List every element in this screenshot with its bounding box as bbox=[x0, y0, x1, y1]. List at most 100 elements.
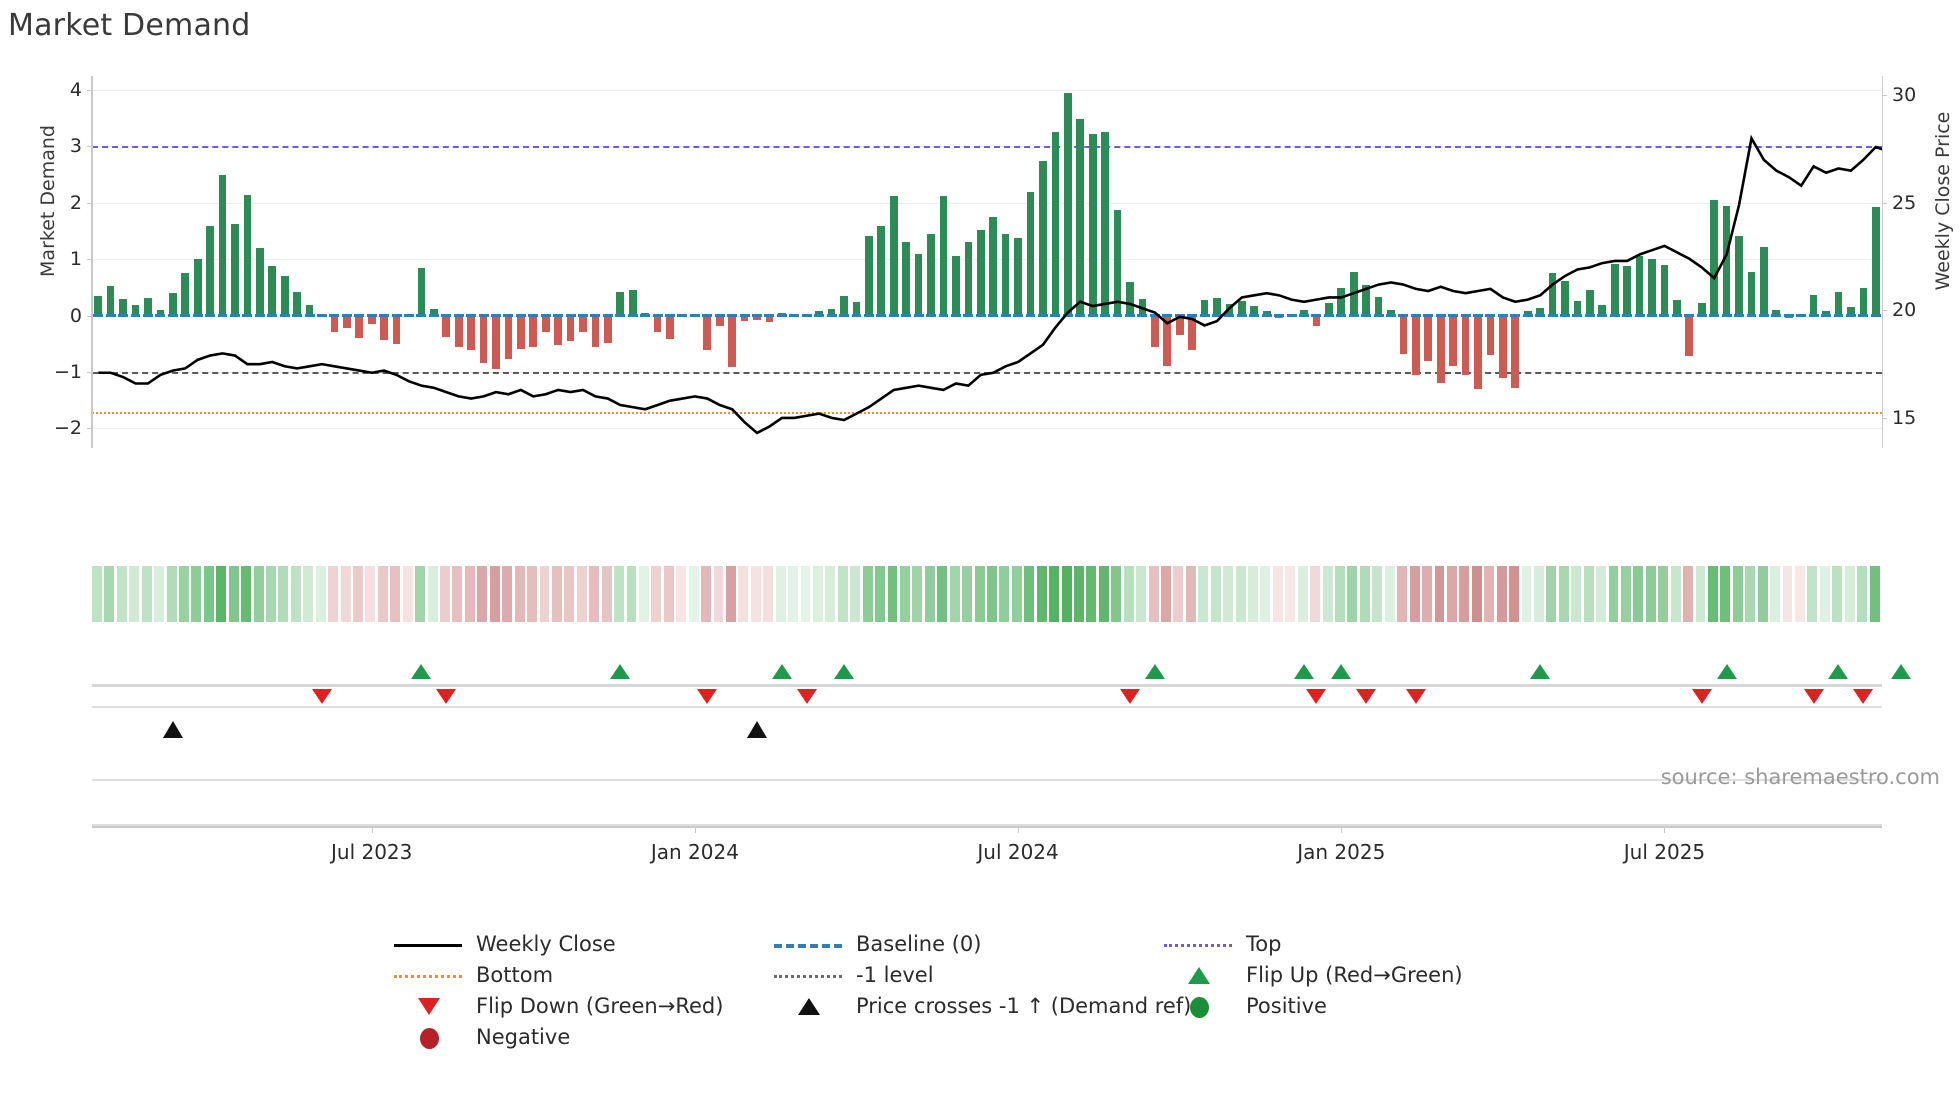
legend-item[interactable]: -1 level bbox=[770, 956, 934, 994]
baseline-segment bbox=[1037, 314, 1048, 318]
baseline-segment bbox=[1373, 314, 1384, 318]
baseline-segment bbox=[727, 314, 738, 318]
heat-strip-cell bbox=[601, 566, 612, 622]
legend-item[interactable]: Bottom bbox=[390, 956, 553, 994]
baseline-segment bbox=[578, 314, 588, 318]
y-tick-mark-left bbox=[87, 428, 92, 430]
legend-item[interactable]: Price crosses -1 ↑ (Demand ref) bbox=[770, 987, 1191, 1025]
legend-item[interactable]: Positive bbox=[1160, 987, 1327, 1025]
flip-up-marker bbox=[1144, 664, 1165, 679]
heat-strip-cell bbox=[427, 566, 438, 622]
heat-strip-cell bbox=[1521, 566, 1532, 622]
baseline-segment bbox=[590, 314, 601, 318]
heat-strip-cell bbox=[129, 566, 140, 622]
demand-bar bbox=[628, 289, 637, 316]
baseline-segment bbox=[1361, 314, 1372, 318]
demand-bar bbox=[429, 308, 438, 316]
baseline-segment bbox=[789, 314, 800, 318]
baseline-segment bbox=[1460, 314, 1471, 318]
baseline-segment bbox=[229, 314, 240, 318]
baseline-segment bbox=[1473, 314, 1483, 318]
heat-strip-cell bbox=[1745, 566, 1756, 622]
demand-bar bbox=[1200, 299, 1209, 316]
baseline-segment bbox=[1211, 314, 1222, 318]
legend-label: Price crosses -1 ↑ (Demand ref) bbox=[856, 994, 1192, 1018]
heat-strip-cell bbox=[1558, 566, 1569, 622]
demand-bar bbox=[218, 174, 227, 316]
legend-symbol bbox=[390, 965, 466, 985]
heat-strip-cell bbox=[1869, 566, 1880, 622]
demand-bar bbox=[1436, 315, 1445, 384]
baseline-segment bbox=[702, 314, 713, 318]
legend-item[interactable]: Negative bbox=[390, 1018, 570, 1056]
baseline-segment bbox=[988, 314, 999, 318]
demand-bar bbox=[1362, 284, 1370, 316]
heat-strip-cell bbox=[1223, 566, 1234, 622]
heat-strip-cell bbox=[1198, 566, 1209, 622]
baseline-segment bbox=[1821, 314, 1832, 318]
baseline-segment bbox=[1734, 314, 1744, 318]
baseline-segment bbox=[1348, 314, 1359, 318]
heat-strip-cell bbox=[937, 566, 948, 622]
heat-strip-cell bbox=[1509, 566, 1520, 622]
legend-symbol bbox=[1160, 934, 1236, 954]
baseline-segment bbox=[553, 314, 564, 318]
baseline-segment bbox=[1013, 314, 1024, 318]
baseline-segment bbox=[428, 314, 439, 318]
baseline-segment bbox=[1597, 314, 1608, 318]
legend-label: Negative bbox=[476, 1025, 571, 1049]
demand-bar bbox=[1685, 315, 1694, 357]
demand-bar bbox=[504, 315, 513, 360]
y-tick-mark-right bbox=[1882, 202, 1887, 204]
legend-item[interactable]: Top bbox=[1160, 925, 1281, 963]
baseline-segment bbox=[1149, 314, 1160, 318]
baseline-segment bbox=[1261, 314, 1272, 318]
legend-item[interactable]: Flip Up (Red→Green) bbox=[1160, 956, 1463, 994]
demand-bar bbox=[94, 296, 103, 316]
heat-strip-cell bbox=[1645, 566, 1656, 622]
demand-bar bbox=[976, 229, 985, 316]
demand-bar bbox=[1424, 315, 1433, 361]
heat-strip-cell bbox=[452, 566, 463, 622]
baseline-segment bbox=[105, 314, 116, 318]
flip-up-marker bbox=[610, 664, 631, 679]
baseline-segment bbox=[304, 314, 315, 318]
legend-symbol bbox=[390, 1027, 466, 1049]
demand-bar bbox=[1300, 309, 1308, 316]
demand-bar bbox=[952, 256, 960, 316]
demand-bar bbox=[1648, 259, 1656, 316]
baseline-segment bbox=[1497, 314, 1508, 318]
gridline bbox=[92, 202, 1882, 204]
baseline-segment bbox=[876, 314, 887, 318]
demand-bar bbox=[1039, 160, 1047, 316]
heat-strip-cell bbox=[1248, 566, 1258, 622]
heat-strip-cell bbox=[763, 566, 774, 622]
heat-strip-cell bbox=[1347, 566, 1358, 622]
legend-item[interactable]: Baseline (0) bbox=[770, 925, 981, 963]
legend-item[interactable]: Weekly Close bbox=[390, 925, 616, 963]
heat-strip-cell bbox=[1807, 566, 1818, 622]
demand-bar bbox=[939, 196, 948, 316]
baseline-segment bbox=[341, 314, 352, 318]
heat-strip-cell bbox=[1074, 566, 1084, 622]
x-tick-mark bbox=[1341, 826, 1343, 833]
heat-strip-cell bbox=[701, 566, 712, 622]
legend-item[interactable]: Flip Down (Green→Red) bbox=[390, 987, 723, 1025]
baseline-segment bbox=[180, 314, 191, 318]
heat-strip-cell bbox=[1596, 566, 1607, 622]
x-tick-label: Jul 2024 bbox=[977, 840, 1059, 864]
legend-symbol bbox=[1160, 996, 1236, 1018]
baseline-segment bbox=[1634, 314, 1645, 318]
heat-strip-cell bbox=[1061, 566, 1072, 622]
baseline-segment bbox=[205, 314, 216, 318]
demand-bar bbox=[206, 226, 214, 316]
demand-bar bbox=[280, 276, 289, 316]
y-tick-mark-left bbox=[87, 315, 92, 317]
heat-strip-cell bbox=[1359, 566, 1370, 622]
gridline bbox=[92, 259, 1882, 261]
demand-bar bbox=[616, 291, 625, 316]
heat-strip-cell bbox=[1272, 566, 1283, 622]
demand-bar bbox=[392, 315, 401, 344]
y-tick-label-right: 15 bbox=[1892, 406, 1917, 429]
